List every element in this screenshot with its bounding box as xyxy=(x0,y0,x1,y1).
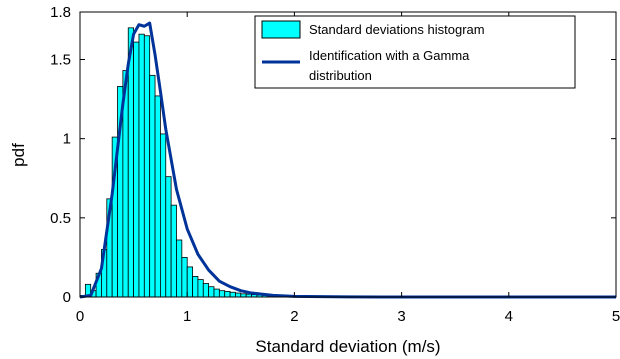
y-axis-ticks: 0 0.5 1 1.5 1.8 xyxy=(50,4,616,306)
histogram-bar xyxy=(133,41,140,298)
histogram-bar xyxy=(229,291,236,298)
x-tick-label: 5 xyxy=(612,308,620,325)
histogram-bar xyxy=(181,257,188,298)
y-axis-label: pdf xyxy=(9,143,28,167)
histogram-bar xyxy=(202,283,210,298)
histogram-bar xyxy=(170,204,177,298)
y-tick-label: 1.8 xyxy=(50,4,71,21)
x-tick-label: 2 xyxy=(290,308,298,325)
histogram-bar xyxy=(186,266,193,298)
histogram-bar xyxy=(197,279,204,298)
x-tick-label: 3 xyxy=(397,308,405,325)
x-axis-label: Standard deviation (m/s) xyxy=(255,337,440,356)
histogram-bar xyxy=(224,291,231,298)
legend: Standard deviations histogram Identifica… xyxy=(254,15,576,89)
legend-box xyxy=(254,15,576,89)
legend-gamma-label-line1: Identification with a Gamma xyxy=(309,48,470,63)
histogram-bar xyxy=(235,292,242,298)
x-tick-label: 1 xyxy=(183,308,191,325)
legend-gamma-label-line2: distribution xyxy=(309,68,372,83)
x-tick-label: 0 xyxy=(76,308,84,325)
x-tick-label: 4 xyxy=(505,308,513,325)
y-tick-label: 0 xyxy=(63,289,71,306)
histogram-bar xyxy=(213,288,220,298)
histogram-bar xyxy=(192,276,199,298)
histogram-bar xyxy=(176,239,183,298)
y-tick-label: 0.5 xyxy=(50,210,71,227)
histogram-bar xyxy=(165,176,172,298)
histogram-bar xyxy=(218,290,226,298)
legend-histogram-label: Standard deviations histogram xyxy=(309,22,485,37)
plot-frame xyxy=(79,11,617,298)
histogram-bar xyxy=(159,133,167,298)
legend-histogram-swatch xyxy=(261,20,301,39)
histogram-bar xyxy=(208,286,215,298)
y-tick-label: 1.5 xyxy=(50,52,71,69)
histogram-bar xyxy=(138,33,145,298)
histogram-bar xyxy=(154,95,161,298)
gamma-distribution-line xyxy=(79,21,616,299)
histogram-bar xyxy=(149,74,156,298)
histogram-bar xyxy=(143,35,151,298)
y-tick-label: 1 xyxy=(63,131,71,148)
x-axis-ticks: 0 1 2 3 4 5 xyxy=(76,12,620,325)
histogram-bars xyxy=(79,27,402,298)
